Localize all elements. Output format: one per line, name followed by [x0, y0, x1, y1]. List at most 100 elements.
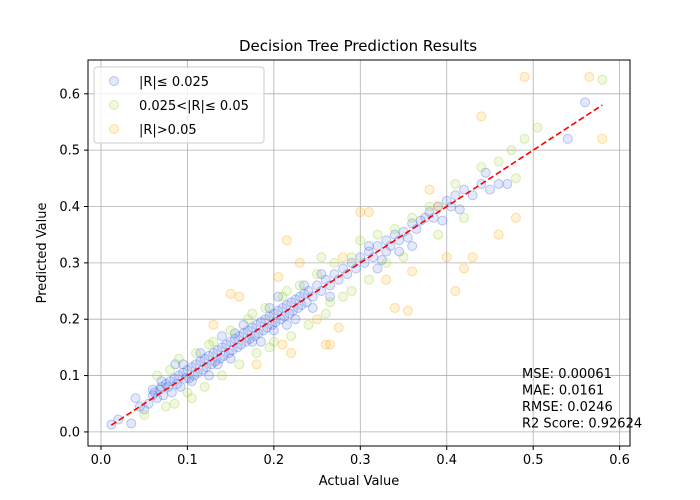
data-point-series-1: [459, 184, 470, 195]
data-point-series-1: [126, 418, 137, 429]
legend-box: [93, 66, 265, 144]
data-point-series-2: [320, 308, 331, 319]
data-point-series-1: [290, 314, 301, 325]
data-point-series-2: [510, 173, 521, 184]
data-point-series-2: [165, 364, 176, 375]
legend-label: |R|>0.05: [139, 123, 197, 138]
data-point-series-1: [229, 333, 240, 344]
data-point-series-2: [506, 145, 517, 156]
data-point-series-1: [156, 376, 167, 387]
data-point-series-1: [238, 319, 249, 330]
data-point-series-1: [363, 240, 374, 251]
plot-frame: [87, 59, 631, 447]
data-point-series-1: [130, 393, 141, 404]
data-point-series-1: [175, 381, 186, 392]
data-point-series-2: [316, 252, 327, 263]
data-point-series-2: [268, 336, 279, 347]
data-point-series-1: [376, 255, 387, 266]
data-point-series-1: [166, 387, 177, 398]
data-point-series-1: [450, 190, 461, 201]
data-point-series-2: [476, 162, 487, 173]
y-axis-label: Predicted Value: [35, 203, 50, 304]
data-point-series-1: [212, 345, 223, 356]
data-point-series-1: [281, 300, 292, 311]
y-tick-label: 0.3: [59, 256, 80, 271]
data-point-series-1: [172, 379, 183, 390]
data-point-series-1: [281, 319, 292, 330]
data-point-series-1: [212, 359, 223, 370]
data-point-series-1: [467, 190, 478, 201]
data-point-series-1: [195, 356, 206, 367]
data-point-series-2: [381, 257, 392, 268]
data-point-series-1: [247, 336, 258, 347]
data-point-series-1: [441, 195, 452, 206]
data-point-series-1: [199, 353, 210, 364]
data-point-series-1: [480, 167, 491, 178]
data-point-series-1: [424, 207, 435, 218]
data-point-series-3: [208, 319, 219, 330]
x-tick-label: 0.5: [523, 453, 544, 468]
x-tick-label: 0.6: [609, 453, 630, 468]
fit-line: [110, 104, 603, 426]
data-point-series-1: [173, 370, 184, 381]
data-point-series-3: [338, 252, 349, 263]
data-point-series-1: [268, 325, 279, 336]
data-point-series-3: [355, 207, 366, 218]
data-point-series-2: [355, 235, 366, 246]
data-point-series-1: [178, 359, 189, 370]
data-point-series-2: [260, 302, 271, 313]
data-point-series-2: [173, 353, 184, 364]
data-point-series-1: [260, 314, 271, 325]
x-tick-label: 0.0: [91, 453, 112, 468]
data-point-series-2: [216, 370, 227, 381]
legend-marker: [109, 124, 119, 134]
data-point-series-1: [165, 376, 176, 387]
data-point-series-2: [450, 178, 461, 189]
data-point-series-1: [204, 370, 215, 381]
data-point-series-3: [320, 339, 331, 350]
data-point-series-2: [160, 401, 171, 412]
data-point-series-1: [372, 240, 383, 251]
data-point-series-1: [242, 325, 253, 336]
data-point-series-1: [195, 348, 206, 359]
data-point-series-1: [307, 302, 318, 313]
data-point-series-1: [182, 364, 193, 375]
data-point-series-1: [273, 291, 284, 302]
metric-text: MSE: 0.00061: [522, 367, 612, 382]
data-point-series-1: [294, 291, 305, 302]
x-tick-label: 0.4: [436, 453, 457, 468]
data-point-series-3: [325, 339, 336, 350]
data-point-series-3: [294, 257, 305, 268]
data-point-series-2: [459, 212, 470, 223]
data-point-series-2: [204, 339, 215, 350]
metric-text: RMSE: 0.0246: [522, 400, 613, 415]
data-point-series-2: [286, 331, 297, 342]
data-point-series-1: [147, 384, 158, 395]
data-point-series-3: [424, 184, 435, 195]
y-tick-label: 0.6: [59, 87, 80, 102]
data-point-series-3: [407, 266, 418, 277]
data-point-series-2: [363, 274, 374, 285]
data-point-series-1: [225, 336, 236, 347]
data-point-series-1: [255, 317, 266, 328]
data-point-series-1: [493, 178, 504, 189]
metric-text: MAE: 0.0161: [522, 384, 604, 399]
data-point-series-1: [156, 381, 167, 392]
y-tick-label: 0.5: [59, 144, 80, 159]
data-point-series-1: [186, 376, 197, 387]
data-point-series-2: [372, 229, 383, 240]
y-tick-label: 0.1: [59, 369, 80, 384]
data-point-series-1: [394, 246, 405, 257]
data-point-series-2: [169, 398, 180, 409]
data-point-series-1: [139, 404, 150, 415]
data-point-series-1: [381, 246, 392, 257]
data-point-series-1: [407, 240, 418, 251]
data-point-series-1: [255, 336, 266, 347]
data-point-series-2: [493, 156, 504, 167]
data-point-series-1: [247, 322, 258, 333]
data-point-series-1: [186, 362, 197, 373]
data-point-series-3: [251, 359, 262, 370]
data-point-series-1: [389, 229, 400, 240]
data-point-series-3: [459, 263, 470, 274]
